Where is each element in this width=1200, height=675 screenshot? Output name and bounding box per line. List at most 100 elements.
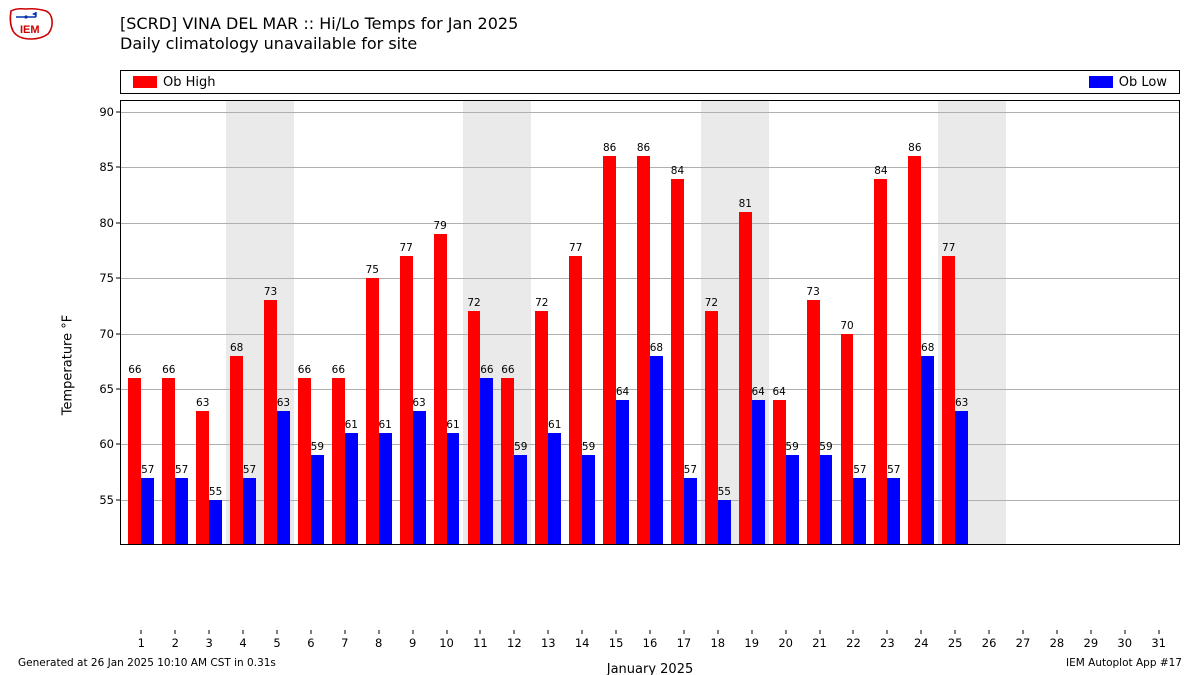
bar-low-label: 57	[243, 464, 256, 476]
x-tick-mark	[989, 630, 990, 634]
bar-high	[603, 156, 616, 544]
x-tick-label: 18	[710, 636, 725, 650]
bar-low	[209, 500, 222, 544]
x-tick-label: 10	[439, 636, 454, 650]
x-tick-mark	[243, 630, 244, 634]
bar-high	[434, 234, 447, 544]
bar-low	[955, 411, 968, 544]
x-tick-mark	[955, 630, 956, 634]
bar-high-label: 63	[196, 397, 209, 409]
x-tick-label: 23	[880, 636, 895, 650]
bar-high	[264, 300, 277, 544]
x-tick-mark	[1158, 630, 1159, 634]
x-tick-mark	[548, 630, 549, 634]
x-tick-mark	[582, 630, 583, 634]
x-tick-mark	[175, 630, 176, 634]
y-tick-mark	[116, 112, 120, 113]
bar-high	[908, 156, 921, 544]
x-tick-mark	[751, 630, 752, 634]
x-tick-label: 31	[1151, 636, 1166, 650]
x-tick-label: 22	[846, 636, 861, 650]
bar-high	[128, 378, 141, 544]
x-tick-label: 13	[541, 636, 556, 650]
x-tick-label: 17	[677, 636, 692, 650]
bar-high	[501, 378, 514, 544]
bar-low-label: 59	[819, 441, 832, 453]
bar-high	[637, 156, 650, 544]
y-tick-mark	[116, 222, 120, 223]
bar-low-label: 59	[785, 441, 798, 453]
legend-swatch-high	[133, 76, 157, 88]
x-tick-label: 5	[273, 636, 280, 650]
bar-low	[243, 478, 256, 544]
y-tick-mark	[116, 444, 120, 445]
bar-low-label: 61	[378, 419, 391, 431]
bar-high-label: 72	[705, 297, 718, 309]
bar-low-label: 63	[277, 397, 290, 409]
legend-label-low: Ob Low	[1119, 75, 1167, 90]
bar-high-label: 84	[671, 165, 684, 177]
bar-high-label: 86	[908, 142, 921, 154]
iem-logo: IEM	[6, 6, 56, 42]
bar-high-label: 86	[637, 142, 650, 154]
bar-low-label: 59	[311, 441, 324, 453]
bar-high	[569, 256, 582, 544]
title-line-2: Daily climatology unavailable for site	[120, 34, 518, 54]
y-tick-mark	[116, 333, 120, 334]
bar-high-label: 86	[603, 142, 616, 154]
bar-high	[535, 311, 548, 544]
y-tick-mark	[116, 499, 120, 500]
gridline	[121, 334, 1179, 335]
bar-high	[671, 179, 684, 544]
bar-high	[942, 256, 955, 544]
x-tick-mark	[1090, 630, 1091, 634]
x-tick-mark	[616, 630, 617, 634]
x-tick-label: 14	[575, 636, 590, 650]
footer-app: IEM Autoplot App #17	[1066, 657, 1182, 669]
page: IEM [SCRD] VINA DEL MAR :: Hi/Lo Temps f…	[0, 0, 1200, 675]
bar-low	[175, 478, 188, 544]
legend: Ob High Ob Low	[120, 70, 1180, 94]
x-tick-label: 27	[1016, 636, 1031, 650]
bar-low-label: 59	[582, 441, 595, 453]
bar-low	[718, 500, 731, 544]
bar-low	[141, 478, 154, 544]
x-tick-mark	[650, 630, 651, 634]
bar-high	[739, 212, 752, 544]
x-tick-label: 9	[409, 636, 416, 650]
bar-low-label: 68	[921, 342, 934, 354]
bar-high-label: 77	[569, 242, 582, 254]
bar-high-label: 64	[773, 386, 786, 398]
y-axis-label: Temperature °F	[61, 315, 76, 415]
bar-high	[773, 400, 786, 544]
bar-high	[874, 179, 887, 544]
bar-low	[582, 455, 595, 544]
x-tick-mark	[1023, 630, 1024, 634]
y-tick-label: 55	[99, 493, 114, 507]
bar-high	[162, 378, 175, 544]
y-tick-label: 65	[99, 382, 114, 396]
y-tick-label: 75	[99, 271, 114, 285]
x-tick-mark	[819, 630, 820, 634]
chart-title: [SCRD] VINA DEL MAR :: Hi/Lo Temps for J…	[120, 14, 518, 54]
x-tick-label: 16	[643, 636, 658, 650]
x-tick-mark	[310, 630, 311, 634]
bar-low	[514, 455, 527, 544]
y-tick-label: 60	[99, 437, 114, 451]
bar-high-label: 66	[298, 364, 311, 376]
bar-low-label: 63	[955, 397, 968, 409]
x-tick-label: 6	[307, 636, 314, 650]
bar-low-label: 64	[616, 386, 629, 398]
bar-high-label: 66	[501, 364, 514, 376]
x-tick-label: 3	[205, 636, 212, 650]
bar-low-label: 57	[141, 464, 154, 476]
y-tick-mark	[116, 388, 120, 389]
bar-high	[468, 311, 481, 544]
bar-low	[887, 478, 900, 544]
x-tick-label: 29	[1084, 636, 1099, 650]
bar-high-label: 66	[128, 364, 141, 376]
x-tick-mark	[141, 630, 142, 634]
legend-item-low: Ob Low	[1089, 75, 1167, 90]
bar-high-label: 84	[874, 165, 887, 177]
bar-high-label: 70	[840, 320, 853, 332]
